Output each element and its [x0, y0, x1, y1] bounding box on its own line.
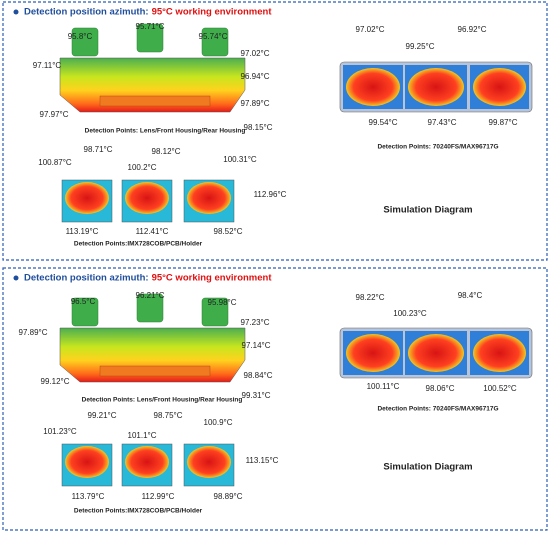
housing-temp: 96.94°C	[241, 72, 270, 81]
housing-temp: 98.15°C	[244, 123, 273, 132]
hot-spot	[187, 182, 231, 214]
housing-temp: 95.71°C	[136, 22, 165, 31]
hot-spot	[473, 334, 526, 372]
sensor-temp: 99.21°C	[88, 411, 117, 420]
panel-frame	[2, 1, 548, 261]
board-temp: 98.06°C	[426, 384, 455, 393]
board-temp: 99.54°C	[369, 118, 398, 127]
sensor-temp: 101.1°C	[128, 431, 157, 440]
sensor-temp: 101.23°C	[43, 427, 77, 436]
sensor-temp: 98.52°C	[214, 227, 243, 236]
housing-temp: 97.11°C	[33, 61, 62, 70]
heading-label: Detection position azimuth:	[24, 273, 149, 284]
housing-temp: 98.84°C	[244, 371, 273, 380]
simulation-title: Simulation Diagram	[383, 462, 472, 473]
housing-temp: 97.89°C	[19, 328, 48, 337]
housing-temp: 95.98°C	[208, 298, 237, 307]
simulation-title: Simulation Diagram	[383, 205, 472, 216]
board-temp: 97.02°C	[356, 25, 385, 34]
lens	[136, 293, 164, 323]
sensor-temp: 98.71°C	[84, 145, 113, 154]
sensor-caption: Detection Points:IMX728COB/PCB/Holder	[74, 508, 203, 515]
sensor-temp: 112.99°C	[142, 492, 175, 501]
housing-temp: 99.12°C	[41, 377, 70, 386]
hot-spot	[408, 334, 464, 372]
sensor-temp: 113.79°C	[72, 492, 105, 501]
board-caption: Detection Points: 70240FS/MAX96717G	[377, 144, 498, 151]
sensor-temp: 100.9°C	[204, 418, 233, 427]
hot-spot	[346, 334, 400, 372]
housing-temp: 97.14°C	[242, 341, 271, 350]
board-temp: 99.87°C	[489, 118, 518, 127]
housing-temp: 97.97°C	[40, 110, 69, 119]
heading-condition: 95°C working environment	[152, 7, 273, 18]
sensor-temp: 98.75°C	[154, 411, 183, 420]
board-temp: 97.43°C	[428, 118, 457, 127]
hot-spot	[346, 68, 400, 106]
board-temp: 100.52°C	[483, 384, 517, 393]
housing-flange	[99, 95, 211, 107]
board-temp: 99.25°C	[406, 42, 435, 51]
board-caption: Detection Points: 70240FS/MAX96717G	[377, 406, 498, 413]
board-temp: 98.4°C	[458, 291, 483, 300]
housing-temp: 97.89°C	[241, 99, 270, 108]
hot-spot	[65, 182, 109, 214]
housing-temp: 97.23°C	[241, 318, 270, 327]
lens	[201, 27, 229, 57]
lens	[71, 297, 99, 327]
heading-condition: 95°C working environment	[152, 273, 273, 284]
hot-spot	[65, 446, 109, 478]
housing-temp: 97.02°C	[241, 49, 270, 58]
sensor-temp: 98.12°C	[152, 147, 181, 156]
board-temp: 96.92°C	[458, 25, 487, 34]
sensor-temp: 112.41°C	[136, 227, 169, 236]
housing-temp: 95.8°C	[68, 32, 93, 41]
sensor-temp: 113.19°C	[66, 227, 99, 236]
hot-spot	[125, 446, 169, 478]
housing-caption: Detection Points: Lens/Front Housing/Rea…	[82, 397, 243, 404]
heading-label: Detection position azimuth:	[24, 7, 149, 18]
lens	[201, 297, 229, 327]
housing-temp: 96.5°C	[71, 297, 96, 306]
bullet	[13, 9, 19, 15]
board-temp: 98.22°C	[356, 293, 385, 302]
hot-spot	[125, 182, 169, 214]
sensor-temp: 112.96°C	[254, 190, 287, 199]
sensor-temp: 100.31°C	[223, 155, 257, 164]
housing-flange	[99, 365, 211, 377]
housing-temp: 96.21°C	[136, 291, 165, 300]
sensor-temp: 100.87°C	[38, 158, 72, 167]
housing-caption: Detection Points: Lens/Front Housing/Rea…	[85, 128, 246, 135]
hot-spot	[473, 68, 526, 106]
housing-temp: 99.31°C	[242, 391, 271, 400]
panel-frame	[2, 267, 548, 531]
lens	[71, 27, 99, 57]
bullet	[13, 275, 19, 281]
sensor-temp: 98.89°C	[214, 492, 243, 501]
lens	[136, 23, 164, 53]
sensor-caption: Detection Points:IMX728COB/PCB/Holder	[74, 241, 203, 248]
board-temp: 100.23°C	[393, 309, 427, 318]
hot-spot	[408, 68, 464, 106]
board-temp: 100.11°C	[367, 382, 400, 391]
sensor-temp: 100.2°C	[128, 163, 157, 172]
hot-spot	[187, 446, 231, 478]
housing-temp: 95.74°C	[199, 32, 228, 41]
sensor-temp: 113.15°C	[246, 456, 279, 465]
